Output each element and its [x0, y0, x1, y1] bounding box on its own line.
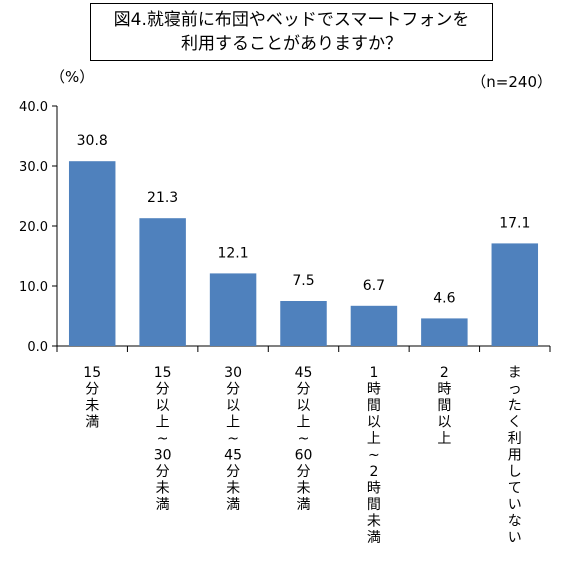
x-tick-label: 30 分以上~ 45 分未満	[224, 365, 242, 513]
x-tick-label: まったく利用していない	[508, 365, 522, 546]
bar	[491, 243, 539, 346]
x-tick-label: 2 時間以上	[437, 365, 451, 447]
y-tick-label: 20.0	[19, 220, 48, 235]
chart-title-line-2: 利用することがありますか？	[181, 34, 402, 54]
y-unit-label: （%）	[50, 68, 95, 86]
chart-title: 図4.就寝前に布団やベッドでスマートフォンを 利用することがありますか？	[90, 3, 493, 61]
data-label: 21.3	[147, 190, 178, 206]
bar	[209, 273, 257, 346]
data-label: 12.1	[217, 245, 248, 261]
data-label: 4.6	[433, 290, 455, 306]
data-label: 17.1	[499, 215, 530, 231]
x-tick-label: 15 分未満	[83, 365, 101, 431]
bar	[350, 305, 398, 346]
bar	[68, 161, 116, 346]
data-label: 6.7	[363, 278, 385, 294]
y-tick-label: 40.0	[19, 100, 48, 115]
bar	[421, 318, 468, 346]
data-label: 7.5	[292, 273, 314, 289]
bar	[280, 301, 327, 346]
data-label: 30.8	[77, 133, 108, 149]
x-tick-label: 15 分以上~ 30 分未満	[154, 365, 172, 513]
y-tick-label: 10.0	[19, 280, 48, 295]
y-tick-label: 30.0	[19, 160, 48, 175]
sample-size-label: （n=240）	[471, 73, 552, 91]
chart-title-line-1: 図4.就寝前に布団やベッドでスマートフォンを	[113, 10, 470, 30]
bar	[139, 218, 186, 346]
x-tick-label: 1 時間以上~ 2 時間未満	[367, 365, 381, 546]
x-tick-label: 45 分以上~ 60 分未満	[295, 365, 313, 513]
y-tick-label: 0.0	[27, 340, 48, 355]
